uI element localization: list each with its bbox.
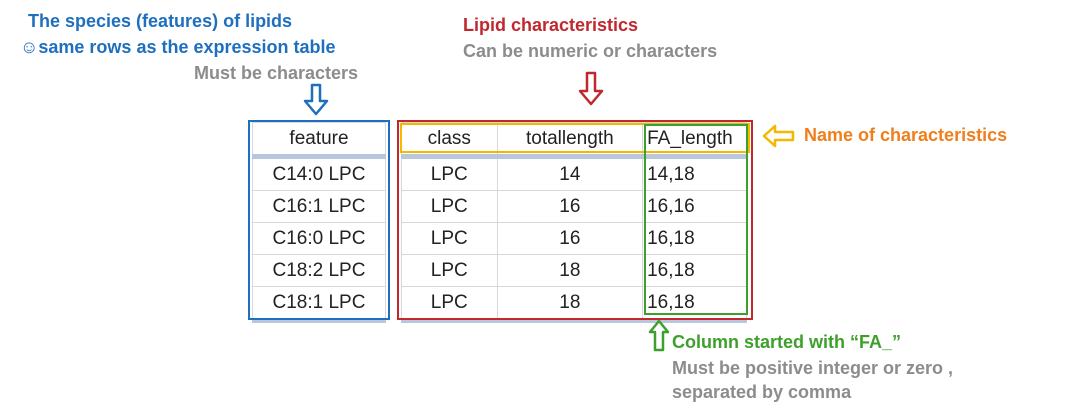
species-note: Must be characters	[194, 63, 359, 83]
feature-cell: C16:0 LPC	[252, 222, 386, 255]
class-cell: LPC	[401, 156, 498, 191]
down-arrow-icon	[303, 83, 329, 116]
smiley-icon: ☺	[20, 37, 39, 57]
species-subtitle: ☺same rows as the expression table	[20, 36, 336, 58]
class-cell: LPC	[401, 286, 498, 323]
fa-length-cell: 16,18	[642, 254, 747, 287]
species-title: The species (features) of lipids	[28, 11, 293, 31]
totallength-cell: 14	[496, 156, 644, 191]
feature-cell: C16:1 LPC	[252, 190, 386, 223]
totallength-cell: 16	[496, 222, 644, 255]
left-arrow-icon	[762, 124, 795, 148]
feature-cell: C14:0 LPC	[252, 156, 386, 191]
class-cell: LPC	[401, 222, 498, 255]
feature-header: feature	[252, 122, 386, 159]
fa-length-cell: 16,16	[642, 190, 747, 223]
fa-length-cell: 16,18	[642, 222, 747, 255]
totallength-header: totallength	[496, 122, 644, 159]
name-of-characteristics-label: Name of characteristics	[804, 125, 1008, 145]
fa-length-header: FA_length	[642, 122, 747, 159]
totallength-cell: 18	[496, 286, 644, 323]
fa-note-line1: Must be positive integer or zero ,	[672, 358, 954, 378]
fa-length-cell: 16,18	[642, 286, 747, 323]
totallength-cell: 18	[496, 254, 644, 287]
feature-cell: C18:1 LPC	[252, 286, 386, 323]
species-subtitle-text: same rows as the expression table	[38, 37, 336, 57]
class-cell: LPC	[401, 190, 498, 223]
class-header: class	[401, 122, 498, 159]
up-arrow-icon	[648, 319, 670, 352]
characteristics-table: class totallength FA_length LPC 14 14,18…	[401, 122, 747, 323]
feature-table: feature C14:0 LPC C16:1 LPC C16:0 LPC C1…	[252, 122, 386, 323]
class-cell: LPC	[401, 254, 498, 287]
fa-length-cell: 14,18	[642, 156, 747, 191]
lipid-characteristics-note: Can be numeric or characters	[463, 41, 718, 61]
fa-note-line2: separated by comma	[672, 382, 852, 402]
totallength-cell: 16	[496, 190, 644, 223]
fa-column-label: Column started with “FA_”	[672, 332, 902, 352]
down-arrow-icon	[578, 71, 604, 106]
feature-cell: C18:2 LPC	[252, 254, 386, 287]
lipid-characteristics-title: Lipid characteristics	[463, 15, 639, 35]
